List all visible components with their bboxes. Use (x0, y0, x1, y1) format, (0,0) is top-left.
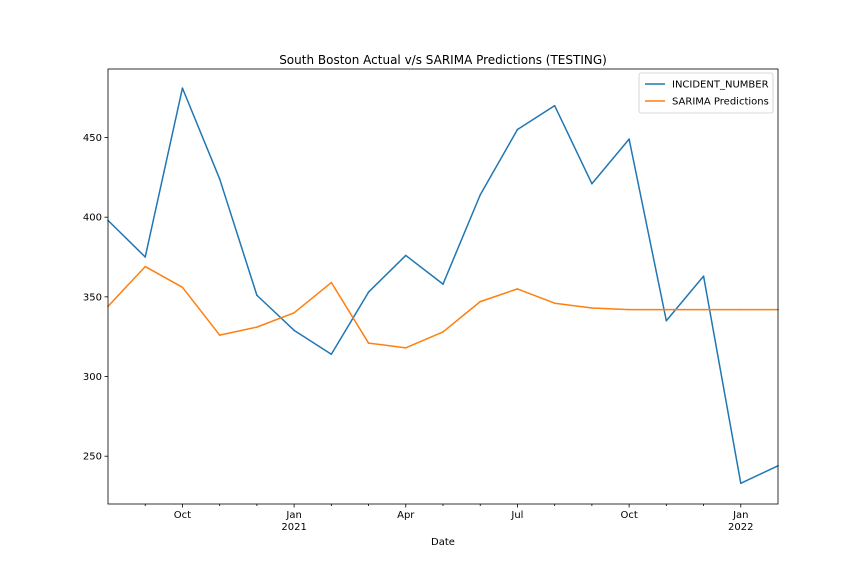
data-point-1-14 (628, 308, 630, 311)
data-point-0-7 (367, 291, 370, 293)
legend-label-1: SARIMA Predictions (672, 97, 769, 108)
data-point-1-3 (218, 334, 221, 336)
y-tick-label-0: 250 (83, 452, 102, 463)
x-tick-label-16: Jan (732, 510, 748, 521)
x-tick-label-1: Oct (174, 510, 191, 521)
data-point-0-13 (591, 182, 593, 185)
data-point-1-16 (702, 308, 705, 311)
chart-title: South Boston Actual v/s SARIMA Predictio… (279, 53, 607, 67)
y-axis: 250 300 350 400 450 (83, 133, 108, 463)
data-point-0-15 (665, 319, 668, 322)
data-point-1-7 (367, 342, 370, 344)
data-point-0-14 (628, 138, 630, 140)
data-point-1-6 (330, 281, 333, 284)
data-point-1-15 (665, 308, 668, 311)
data-point-0-4 (256, 294, 258, 297)
x-tick-label-13: Oct (620, 510, 637, 521)
data-point-1-10 (479, 300, 482, 303)
legend: INCIDENT_NUMBER SARIMA Predictions (638, 72, 774, 114)
data-point-1-17 (739, 308, 742, 311)
data-point-0-12 (553, 104, 556, 107)
y-tick-label-3: 400 (83, 213, 102, 224)
x-tick-label-10: Jul (510, 510, 523, 521)
data-point-0-1 (144, 256, 147, 258)
y-tick-label-4: 450 (83, 133, 102, 144)
y-tick-label-1: 300 (83, 372, 102, 383)
data-point-0-3 (218, 178, 221, 180)
data-point-0-5 (293, 329, 295, 332)
x-tick-sublabel-16: 2022 (728, 522, 753, 533)
legend-label-0: INCIDENT_NUMBER (672, 80, 769, 91)
data-point-0-16 (702, 275, 705, 277)
x-tick-label-4: Jan (285, 510, 301, 521)
plot-area (107, 68, 779, 505)
x-tick-sublabel-4: 2021 (281, 522, 306, 533)
data-point-1-1 (144, 265, 147, 268)
legend-box (638, 72, 774, 114)
data-point-0-8 (404, 254, 407, 257)
data-point-0-9 (442, 283, 444, 285)
x-tick-label-7: Apr (397, 510, 415, 521)
data-point-1-4 (256, 326, 258, 328)
data-point-0-2 (181, 87, 184, 89)
plot-frame (107, 68, 779, 505)
data-point-1-2 (181, 286, 184, 289)
data-point-0-17 (739, 482, 742, 485)
data-point-0-11 (516, 128, 519, 131)
data-point-1-5 (293, 311, 295, 314)
y-tick-label-2: 350 (83, 292, 102, 303)
data-point-0-10 (479, 194, 482, 196)
data-point-1-8 (404, 347, 407, 349)
data-point-1-11 (516, 288, 519, 290)
x-axis-label: Date (431, 537, 455, 548)
data-point-1-12 (553, 302, 556, 305)
data-point-1-13 (591, 307, 593, 309)
data-point-1-9 (442, 331, 444, 333)
series-line-0 (107, 87, 779, 485)
data-point-0-6 (330, 353, 333, 356)
